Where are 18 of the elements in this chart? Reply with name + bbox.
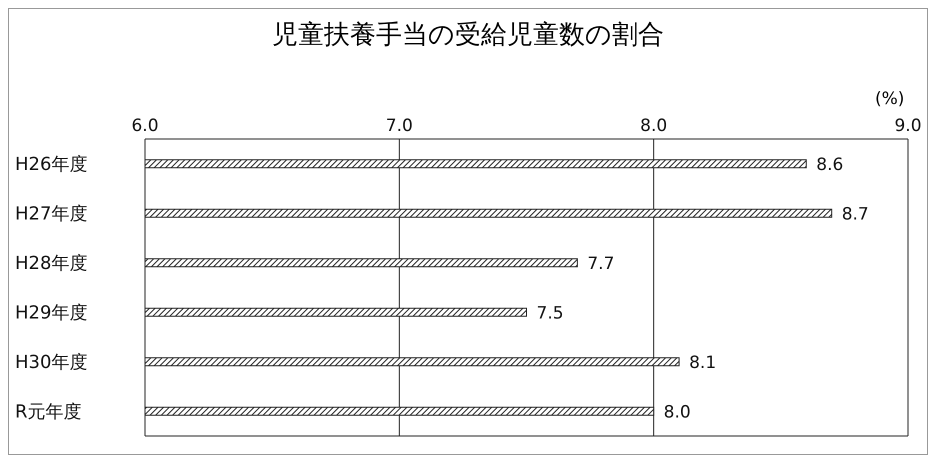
data-label: 8.1 — [689, 352, 716, 373]
y-tick-label: H26年度 — [15, 154, 88, 176]
x-tick-label: 6.0 — [131, 116, 159, 136]
chart-title: 児童扶養手当の受給児童数の割合 — [271, 19, 665, 52]
x-tick-label: 9.0 — [894, 116, 922, 136]
y-tick-label: R元年度 — [15, 402, 82, 423]
x-tick-label: 8.0 — [640, 116, 668, 136]
y-tick-label: H29年度 — [15, 302, 88, 324]
y-tick-label: H28年度 — [15, 253, 88, 274]
y-tick-label: H30年度 — [15, 352, 88, 374]
x-tick-label: 7.0 — [386, 116, 413, 136]
data-label: 8.7 — [842, 204, 869, 224]
data-label: 7.5 — [536, 303, 564, 324]
data-label: 8.6 — [816, 154, 844, 175]
y-tick-label: H27年度 — [15, 204, 88, 225]
x-axis-title: (%) — [875, 89, 904, 109]
data-label: 7.7 — [587, 254, 614, 274]
data-label: 8.0 — [664, 402, 691, 422]
